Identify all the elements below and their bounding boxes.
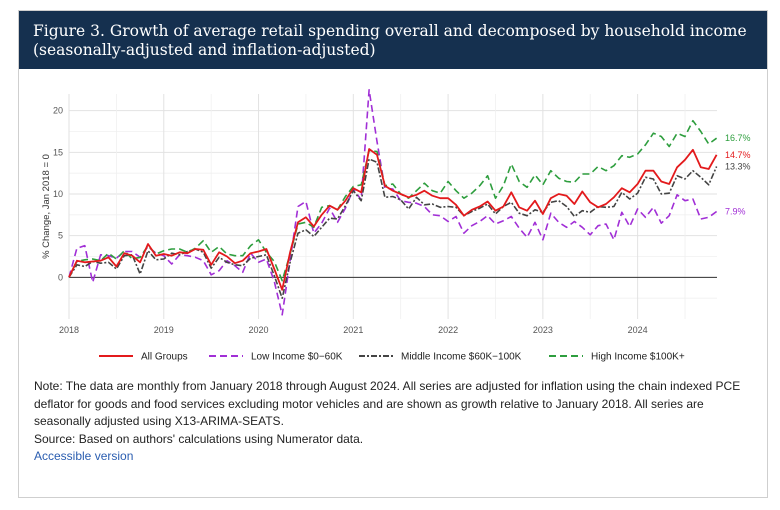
series-end-label: 13.3% bbox=[725, 162, 751, 172]
y-axis-title: % Change, Jan 2018 = 0 bbox=[41, 154, 52, 259]
y-tick-label: 15 bbox=[53, 147, 63, 157]
x-tick-label: 2020 bbox=[249, 325, 269, 335]
chart-container: 0 5 10 15 20 2018 2019 2020 2021 2022 2023 2024 % Ch… bbox=[19, 89, 767, 369]
source-text: Source: Based on authors' calculations u… bbox=[34, 431, 364, 446]
series-end-label: 16.7% bbox=[725, 133, 751, 143]
series-line-3 bbox=[68, 119, 718, 282]
x-tick-label: 2022 bbox=[438, 325, 458, 335]
x-tick-label: 2023 bbox=[533, 325, 553, 335]
series-end-label: 14.7% bbox=[725, 150, 751, 160]
figure-card: Figure 3. Growth of average retail spend… bbox=[18, 10, 768, 498]
y-tick-label: 5 bbox=[58, 231, 63, 241]
legend-label: All Groups bbox=[141, 352, 188, 363]
series-line-2 bbox=[68, 158, 718, 299]
x-tick-label: 2018 bbox=[59, 325, 79, 335]
x-tick-label: 2019 bbox=[154, 325, 174, 335]
accessible-version-link[interactable]: Accessible version bbox=[34, 449, 134, 463]
x-tick-label: 2021 bbox=[343, 325, 363, 335]
figure-header: Figure 3. Growth of average retail spend… bbox=[19, 11, 767, 69]
legend-label: Low Income $0−60K bbox=[251, 352, 343, 363]
y-tick-label: 20 bbox=[53, 106, 63, 116]
plot-area bbox=[69, 94, 717, 319]
series-line-1 bbox=[68, 89, 718, 316]
legend-label: High Income $100K+ bbox=[591, 352, 685, 363]
figure-notes: Note: The data are monthly from January … bbox=[34, 378, 754, 466]
x-tick-label: 2024 bbox=[628, 325, 648, 335]
series-end-label: 7.9% bbox=[725, 207, 746, 217]
note-text: Note: The data are monthly from January … bbox=[34, 379, 741, 428]
line-chart: 0 5 10 15 20 2018 2019 2020 2021 2022 2023 2024 % Ch… bbox=[41, 89, 751, 363]
series-line-0 bbox=[68, 148, 718, 291]
legend-label: Middle Income $60K−100K bbox=[401, 352, 522, 363]
y-tick-label: 0 bbox=[58, 272, 63, 282]
figure-title: Figure 3. Growth of average retail spend… bbox=[33, 22, 747, 59]
y-tick-label: 10 bbox=[53, 189, 63, 199]
